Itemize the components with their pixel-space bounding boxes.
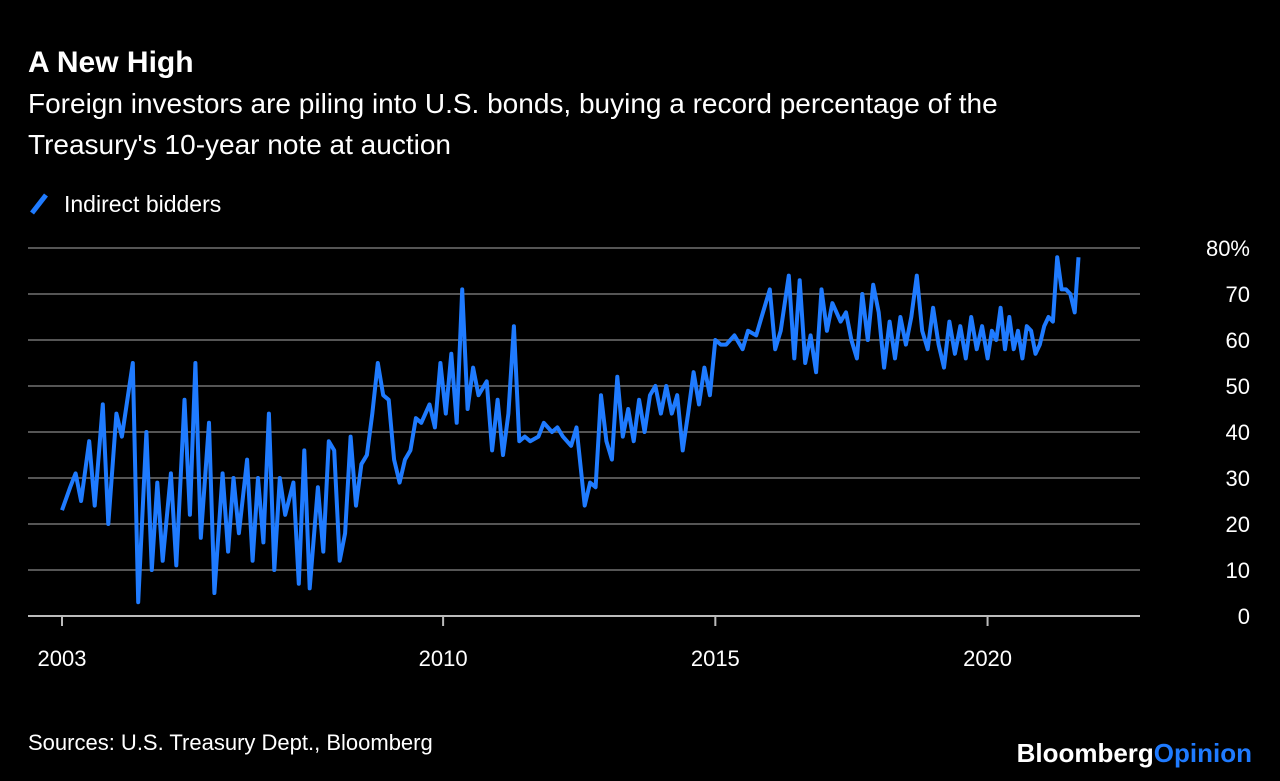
data-line [60,255,1081,605]
y-tick-label: 50 [1226,374,1250,399]
chart-subtitle: Treasury's 10-year note at auction [28,129,451,160]
y-tick-label: 80% [1206,236,1250,261]
y-tick-label: 60 [1226,328,1250,353]
source-note: Sources: U.S. Treasury Dept., Bloomberg [28,730,433,755]
brand-logo: BloombergOpinion [1017,738,1252,768]
y-tick-label: 20 [1226,512,1250,537]
y-tick-label: 70 [1226,282,1250,307]
y-tick-label: 40 [1226,420,1250,445]
x-tick-label: 2015 [691,646,740,671]
legend-label: Indirect bidders [64,191,221,217]
y-tick-label: 0 [1238,604,1250,629]
brand-name: Bloomberg [1017,738,1154,768]
y-tick-label: 10 [1226,558,1250,583]
x-tick-label: 2003 [38,646,87,671]
chart-subtitle: Foreign investors are piling into U.S. b… [28,88,998,119]
x-tick-label: 2020 [963,646,1012,671]
legend-swatch [30,193,48,215]
brand-suffix: Opinion [1154,738,1252,768]
y-tick-label: 30 [1226,466,1250,491]
x-tick-label: 2010 [419,646,468,671]
chart-title: A New High [28,46,194,79]
